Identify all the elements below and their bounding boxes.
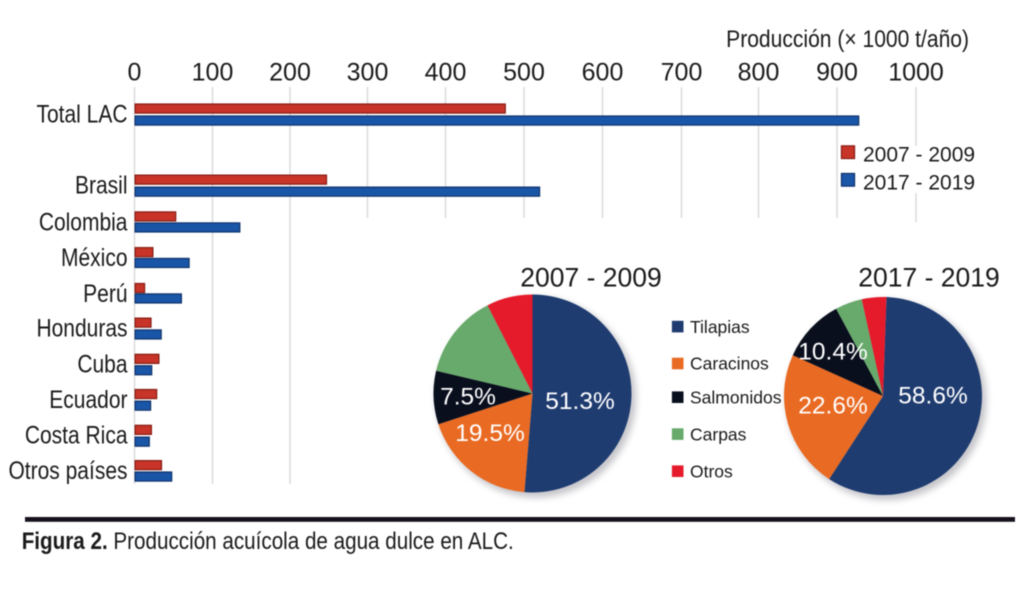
- svg-text:Carpas: Carpas: [690, 424, 747, 444]
- svg-text:Costa Rica: Costa Rica: [25, 421, 128, 449]
- svg-text:Producción (× 1000 t/año): Producción (× 1000 t/año): [726, 24, 969, 52]
- svg-text:2017 - 2019: 2017 - 2019: [863, 171, 975, 194]
- svg-text:Perú: Perú: [83, 279, 127, 307]
- svg-text:7.5%: 7.5%: [440, 384, 496, 411]
- svg-text:Tilapias: Tilapias: [690, 317, 750, 337]
- svg-text:Figura 2. Producción acuícola: Figura 2. Producción acuícola de agua du…: [22, 528, 514, 555]
- svg-text:500: 500: [503, 59, 545, 87]
- svg-text:900: 900: [816, 59, 858, 87]
- svg-text:Total LAC: Total LAC: [36, 100, 127, 128]
- svg-text:Honduras: Honduras: [36, 314, 127, 342]
- svg-text:Caracinos: Caracinos: [690, 354, 769, 374]
- svg-text:800: 800: [738, 59, 780, 87]
- svg-text:1000: 1000: [888, 59, 944, 87]
- svg-text:100: 100: [192, 59, 234, 87]
- svg-text:22.6%: 22.6%: [798, 393, 867, 420]
- svg-text:Colombia: Colombia: [39, 208, 128, 236]
- svg-text:México: México: [61, 243, 128, 271]
- svg-text:Cuba: Cuba: [77, 350, 127, 378]
- svg-text:51.3%: 51.3%: [545, 388, 614, 415]
- svg-text:Otros: Otros: [690, 461, 733, 481]
- svg-text:10.4%: 10.4%: [798, 339, 867, 366]
- svg-text:Salmonidos: Salmonidos: [690, 387, 782, 407]
- svg-text:0: 0: [128, 59, 142, 87]
- svg-text:2017 - 2019: 2017 - 2019: [858, 263, 999, 293]
- svg-text:700: 700: [661, 59, 703, 87]
- svg-text:600: 600: [582, 59, 624, 87]
- svg-text:Brasil: Brasil: [75, 171, 128, 199]
- svg-text:2007 - 2009: 2007 - 2009: [863, 144, 975, 167]
- svg-text:19.5%: 19.5%: [455, 420, 524, 447]
- svg-text:Ecuador: Ecuador: [49, 385, 127, 413]
- svg-text:2007 - 2009: 2007 - 2009: [520, 263, 661, 293]
- svg-text:58.6%: 58.6%: [898, 383, 967, 410]
- svg-text:Otros países: Otros países: [8, 456, 127, 484]
- svg-text:300: 300: [347, 59, 389, 87]
- svg-text:200: 200: [269, 59, 311, 87]
- svg-text:400: 400: [425, 59, 467, 87]
